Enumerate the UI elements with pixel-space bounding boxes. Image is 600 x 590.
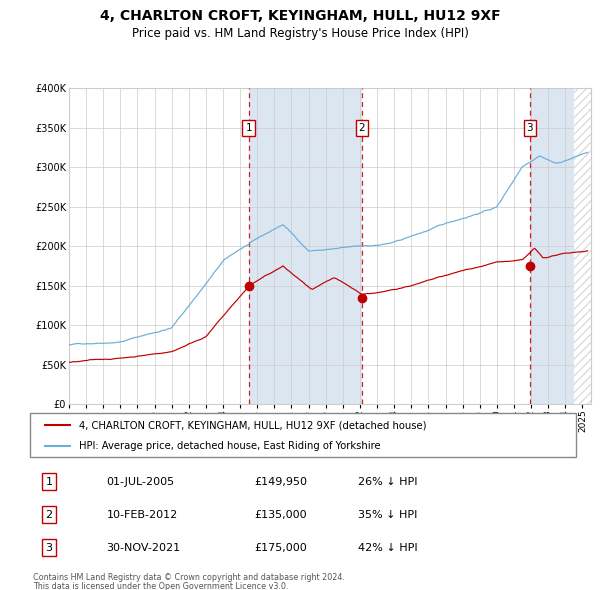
Text: Price paid vs. HM Land Registry's House Price Index (HPI): Price paid vs. HM Land Registry's House …	[131, 27, 469, 40]
Text: 42% ↓ HPI: 42% ↓ HPI	[358, 543, 417, 553]
Text: 10-FEB-2012: 10-FEB-2012	[106, 510, 178, 520]
Text: 35% ↓ HPI: 35% ↓ HPI	[358, 510, 417, 520]
Text: 1: 1	[245, 123, 252, 133]
Text: 4, CHARLTON CROFT, KEYINGHAM, HULL, HU12 9XF (detached house): 4, CHARLTON CROFT, KEYINGHAM, HULL, HU12…	[79, 421, 427, 430]
Bar	[249, 88, 362, 404]
Text: 3: 3	[526, 123, 533, 133]
Bar	[530, 88, 591, 404]
Bar	[574, 88, 591, 404]
Text: 1: 1	[46, 477, 53, 487]
Text: 2: 2	[46, 510, 53, 520]
Text: 2: 2	[359, 123, 365, 133]
Text: 26% ↓ HPI: 26% ↓ HPI	[358, 477, 417, 487]
Text: £149,950: £149,950	[254, 477, 307, 487]
Text: 4, CHARLTON CROFT, KEYINGHAM, HULL, HU12 9XF: 4, CHARLTON CROFT, KEYINGHAM, HULL, HU12…	[100, 9, 500, 23]
Text: 3: 3	[46, 543, 53, 553]
Bar	[574, 88, 591, 404]
Text: 30-NOV-2021: 30-NOV-2021	[106, 543, 181, 553]
Text: £135,000: £135,000	[254, 510, 307, 520]
FancyBboxPatch shape	[30, 413, 576, 457]
Text: HPI: Average price, detached house, East Riding of Yorkshire: HPI: Average price, detached house, East…	[79, 441, 381, 451]
Text: This data is licensed under the Open Government Licence v3.0.: This data is licensed under the Open Gov…	[33, 582, 289, 590]
Text: 01-JUL-2005: 01-JUL-2005	[106, 477, 175, 487]
Text: £175,000: £175,000	[254, 543, 307, 553]
Text: Contains HM Land Registry data © Crown copyright and database right 2024.: Contains HM Land Registry data © Crown c…	[33, 573, 345, 582]
